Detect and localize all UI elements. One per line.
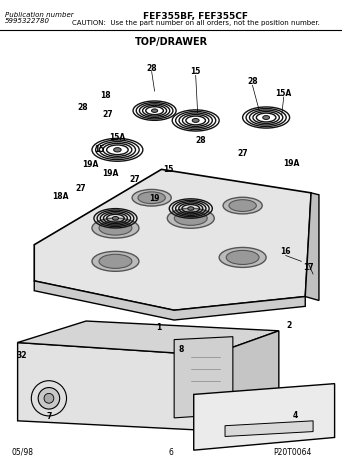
Ellipse shape [219, 247, 266, 268]
Text: 28: 28 [195, 136, 206, 144]
Ellipse shape [229, 200, 256, 212]
Text: 15A: 15A [109, 132, 126, 142]
Text: 15: 15 [94, 145, 105, 154]
Text: 05/98: 05/98 [12, 448, 34, 457]
Polygon shape [18, 343, 210, 431]
Ellipse shape [99, 254, 132, 269]
Ellipse shape [132, 189, 171, 206]
Text: 27: 27 [102, 110, 113, 119]
Polygon shape [174, 337, 233, 418]
Polygon shape [225, 421, 313, 437]
Text: 18A: 18A [52, 192, 69, 201]
Text: 15: 15 [190, 67, 201, 76]
Text: 19A: 19A [82, 160, 98, 169]
Text: 7: 7 [46, 413, 51, 421]
Text: 27: 27 [237, 149, 248, 158]
Ellipse shape [92, 218, 139, 238]
Ellipse shape [92, 251, 139, 271]
Polygon shape [305, 193, 319, 300]
Text: 5995322780: 5995322780 [5, 18, 50, 24]
Ellipse shape [223, 197, 262, 214]
Circle shape [44, 394, 54, 403]
Text: 19A: 19A [102, 169, 119, 178]
Polygon shape [194, 384, 335, 450]
Ellipse shape [167, 208, 214, 228]
Text: 8: 8 [178, 345, 184, 354]
Text: 28: 28 [146, 64, 157, 73]
Text: 15A: 15A [275, 88, 292, 98]
Circle shape [38, 388, 60, 409]
Text: 32: 32 [16, 351, 27, 360]
Polygon shape [34, 169, 311, 310]
Text: CAUTION:  Use the part number on all orders, not the position number.: CAUTION: Use the part number on all orde… [72, 20, 320, 25]
Polygon shape [34, 281, 305, 320]
Polygon shape [18, 321, 279, 355]
Text: 16: 16 [280, 247, 291, 256]
Text: 17: 17 [303, 263, 314, 272]
Text: TOP/DRAWER: TOP/DRAWER [135, 38, 208, 47]
Text: 28: 28 [247, 77, 258, 86]
Text: 15: 15 [163, 165, 174, 174]
Ellipse shape [99, 221, 132, 235]
Text: FEF355BF, FEF355CF: FEF355BF, FEF355CF [143, 12, 248, 21]
Text: Publication number: Publication number [5, 12, 74, 18]
Text: 1: 1 [156, 323, 161, 332]
Ellipse shape [188, 207, 194, 210]
Ellipse shape [263, 116, 270, 119]
Ellipse shape [226, 250, 259, 264]
Ellipse shape [112, 217, 119, 220]
Ellipse shape [138, 192, 165, 204]
Polygon shape [210, 331, 279, 431]
Ellipse shape [114, 148, 121, 152]
Text: 28: 28 [78, 103, 89, 112]
Circle shape [31, 381, 66, 416]
Ellipse shape [192, 119, 199, 122]
Text: 19: 19 [149, 194, 160, 203]
Ellipse shape [152, 109, 158, 113]
Text: 6: 6 [169, 448, 174, 457]
Text: 2: 2 [286, 321, 291, 331]
Text: P20T0064: P20T0064 [273, 448, 311, 457]
Text: 27: 27 [130, 175, 140, 184]
Text: 18: 18 [100, 90, 111, 100]
Ellipse shape [174, 211, 207, 225]
Text: 4: 4 [293, 412, 298, 420]
Text: 27: 27 [75, 184, 85, 194]
Text: 19A: 19A [284, 159, 300, 168]
